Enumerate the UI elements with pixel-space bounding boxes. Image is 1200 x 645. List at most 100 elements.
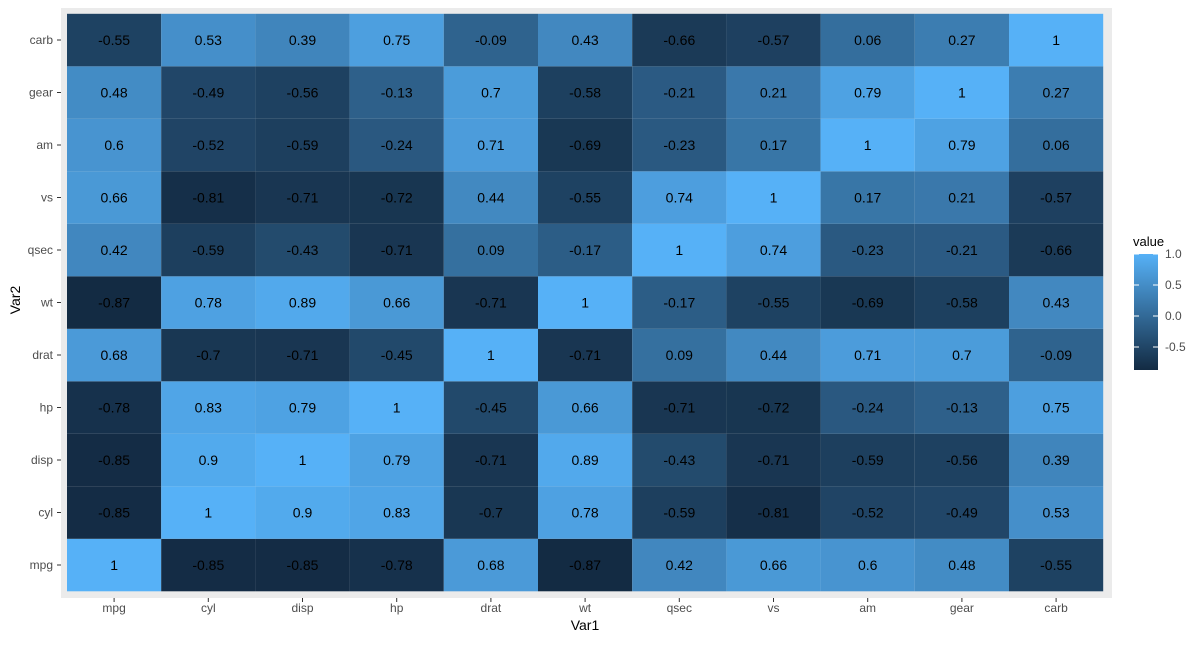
- cell-value-label: -0.57: [1040, 190, 1072, 206]
- cell-value-label: -0.71: [475, 452, 507, 468]
- cell-value-label: -0.71: [663, 400, 695, 416]
- y-tick-label: wt: [40, 296, 54, 310]
- cell-value-label: 0.89: [571, 452, 598, 468]
- cell-value-label: -0.81: [192, 190, 224, 206]
- cell-value-label: 1: [770, 190, 778, 206]
- heatmap-cell: [914, 118, 1009, 172]
- heatmap-cell: [820, 223, 915, 277]
- cell-value-label: -0.66: [663, 32, 695, 48]
- heatmap-cell: [161, 538, 256, 592]
- cell-value-label: 1: [299, 452, 307, 468]
- heatmap-cell: [914, 13, 1009, 67]
- y-tick-label: disp: [31, 453, 53, 467]
- heatmap-cell: [632, 223, 727, 277]
- heatmap-cell: [820, 381, 915, 434]
- cell-value-label: 0.68: [100, 347, 127, 363]
- x-tick-label: drat: [481, 601, 502, 615]
- heatmap-cell: [255, 381, 350, 434]
- cell-value-label: -0.09: [1040, 347, 1072, 363]
- heatmap-cell: [67, 328, 162, 382]
- heatmap-cell: [632, 433, 727, 487]
- heatmap-cell: [1009, 538, 1104, 592]
- x-tick-label: am: [859, 601, 876, 615]
- cell-value-label: 1: [675, 242, 683, 258]
- cell-value-label: 0.66: [100, 190, 127, 206]
- cell-value-label: -0.7: [479, 505, 503, 521]
- cell-value-label: -0.43: [287, 242, 319, 258]
- heatmap-cell: [161, 171, 256, 224]
- cell-value-label: 0.78: [571, 505, 598, 521]
- heatmap-cell: [914, 328, 1009, 382]
- cell-value-label: 0.6: [858, 557, 878, 573]
- heatmap-cell: [538, 13, 633, 67]
- cell-value-label: -0.78: [98, 400, 130, 416]
- cell-value-label: -0.56: [946, 452, 978, 468]
- cell-value-label: 0.6: [104, 137, 124, 153]
- heatmap-cell: [1009, 328, 1104, 382]
- heatmap-cell: [349, 66, 444, 119]
- heatmap-cell: [349, 276, 444, 329]
- cell-value-label: 1: [1052, 32, 1060, 48]
- x-tick-label: qsec: [667, 601, 692, 615]
- cell-value-label: 0.68: [477, 557, 504, 573]
- cell-value-label: -0.55: [98, 32, 130, 48]
- heatmap-cell: [726, 538, 821, 592]
- cell-value-label: -0.57: [758, 32, 790, 48]
- cell-value-label: -0.43: [663, 452, 695, 468]
- cell-value-label: 0.48: [948, 557, 975, 573]
- x-tick-label: mpg: [102, 601, 125, 615]
- cell-value-label: 0.09: [477, 242, 504, 258]
- y-tick-label: hp: [40, 401, 54, 415]
- heatmap-cell: [443, 328, 538, 382]
- cell-value-label: -0.71: [569, 347, 601, 363]
- cell-value-label: -0.72: [758, 400, 790, 416]
- cell-value-label: -0.69: [569, 137, 601, 153]
- cell-value-label: -0.13: [946, 400, 978, 416]
- cell-value-label: 0.79: [854, 85, 881, 101]
- heatmap-cell: [538, 66, 633, 119]
- heatmap-cell: [161, 223, 256, 277]
- heatmap-cell: [161, 276, 256, 329]
- cell-value-label: -0.45: [475, 400, 507, 416]
- cell-value-label: 0.75: [1042, 400, 1069, 416]
- cell-value-label: -0.59: [852, 452, 884, 468]
- heatmap-cell: [443, 13, 538, 67]
- heatmap-cell: [255, 223, 350, 277]
- cell-value-label: 1: [958, 85, 966, 101]
- cell-value-label: 0.27: [948, 32, 975, 48]
- cell-value-label: -0.85: [98, 505, 130, 521]
- heatmap-cell: [349, 223, 444, 277]
- cell-value-label: -0.09: [475, 32, 507, 48]
- cell-value-label: 0.21: [760, 85, 787, 101]
- cell-value-label: 0.71: [477, 137, 504, 153]
- cell-value-label: 0.71: [854, 347, 881, 363]
- cell-value-label: 0.83: [383, 505, 410, 521]
- cell-value-label: -0.71: [381, 242, 413, 258]
- heatmap-cell: [1009, 66, 1104, 119]
- cell-value-label: -0.23: [663, 137, 695, 153]
- heatmap-cell: [349, 486, 444, 539]
- y-tick-label: carb: [30, 33, 54, 47]
- cell-value-label: -0.58: [946, 295, 978, 311]
- cell-value-label: 0.66: [760, 557, 787, 573]
- heatmap-cell: [820, 433, 915, 487]
- heatmap-cell: [1009, 223, 1104, 277]
- heatmap-cell: [726, 381, 821, 434]
- heatmap-cell: [914, 276, 1009, 329]
- heatmap-cell: [726, 223, 821, 277]
- heatmap-cell: [161, 381, 256, 434]
- y-axis-title: Var2: [7, 286, 23, 315]
- heatmap-cell: [1009, 381, 1104, 434]
- cell-value-label: 0.06: [1042, 137, 1069, 153]
- heatmap-cell: [632, 171, 727, 224]
- heatmap-cell: [67, 171, 162, 224]
- cell-value-label: -0.81: [758, 505, 790, 521]
- heatmap-cell: [726, 13, 821, 67]
- heatmap-cell: [820, 118, 915, 172]
- heatmap-cell: [820, 486, 915, 539]
- heatmap-cell: [726, 433, 821, 487]
- heatmap-cell: [914, 171, 1009, 224]
- cell-value-label: 0.44: [477, 190, 504, 206]
- cell-value-label: 0.53: [1042, 505, 1069, 521]
